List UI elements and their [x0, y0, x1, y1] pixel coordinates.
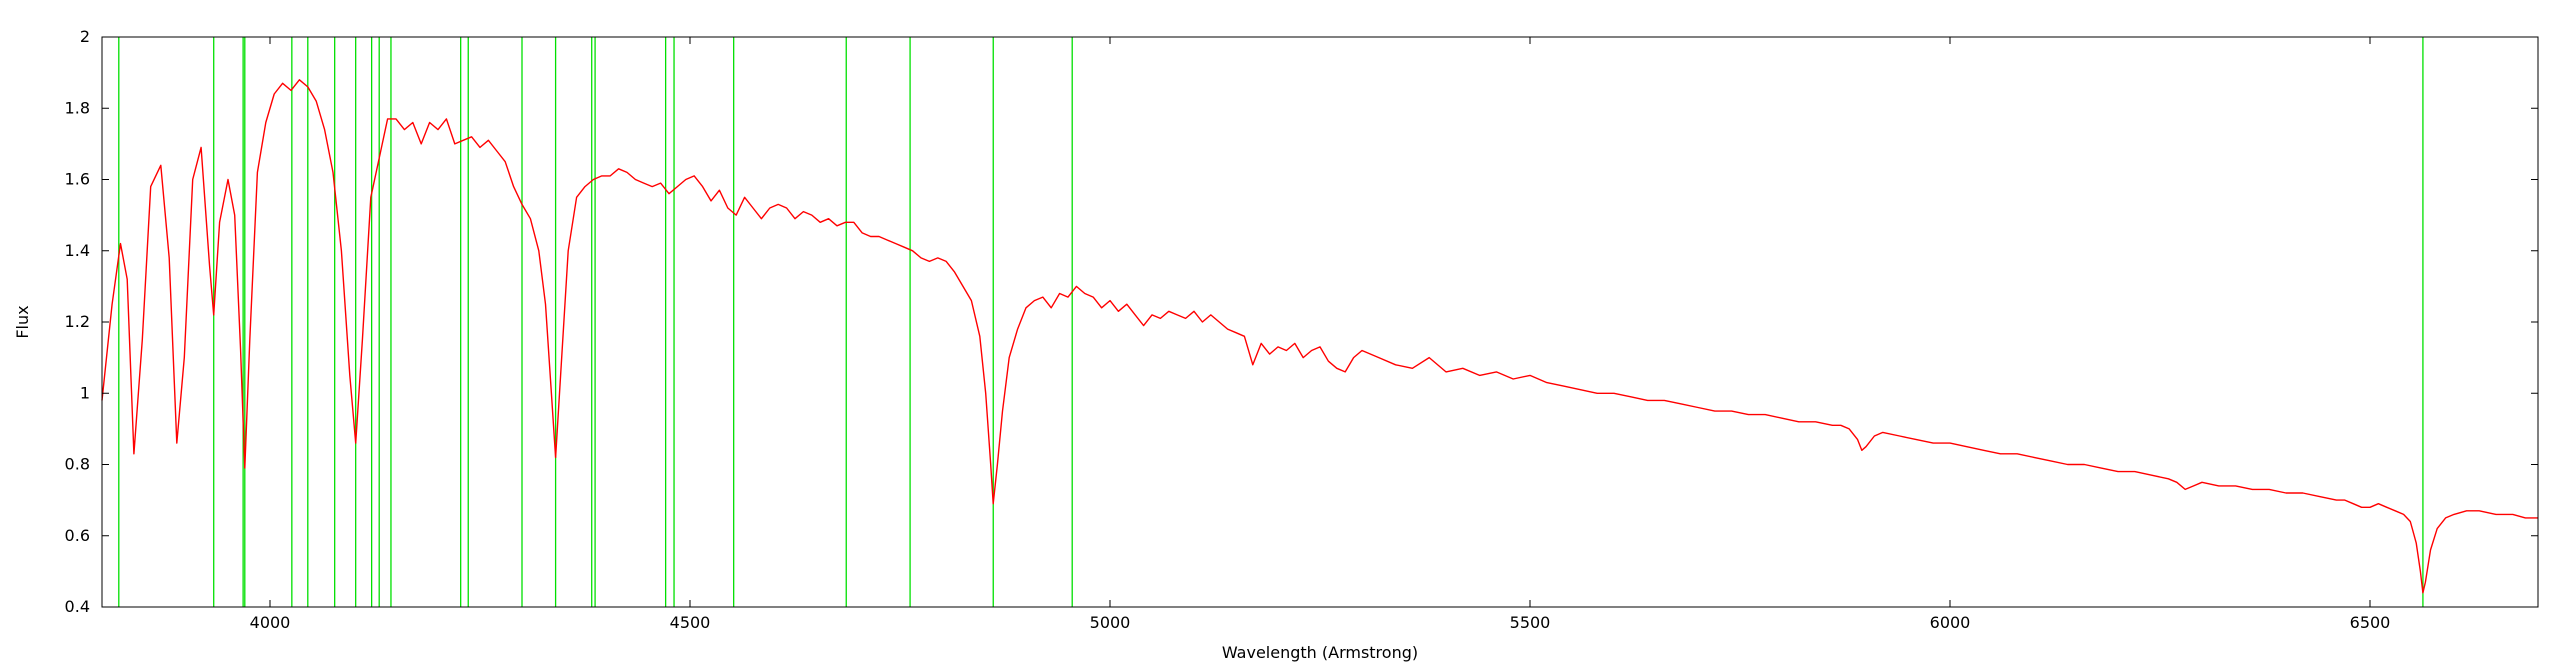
x-tick-label-0: 4000: [250, 613, 291, 632]
y-tick-label-7: 1.8: [65, 98, 90, 117]
x-tick-label-4: 6000: [1930, 613, 1971, 632]
x-axis-title: Wavelength (Armstrong): [1222, 643, 1418, 662]
series-layer: [101, 79, 2538, 594]
x-tick-label-1: 4500: [670, 613, 711, 632]
y-tick-label-3: 1: [80, 383, 90, 402]
y-axis-title: Flux: [13, 305, 32, 338]
series-line-0: [101, 79, 2538, 594]
y-tick-label-0: 0.4: [65, 597, 90, 616]
y-tick-label-5: 1.4: [65, 241, 90, 260]
axis-ticks: 4000 4500 5000 5500 6000 6500 0.4 0.6 0.8 1 1.2 1.4…: [65, 27, 2538, 632]
y-tick-label-2: 0.8: [65, 455, 90, 474]
y-tick-label-1: 0.6: [65, 526, 90, 545]
y-tick-label-4: 1.2: [65, 312, 90, 331]
x-tick-label-2: 5000: [1090, 613, 1131, 632]
y-tick-label-6: 1.6: [65, 170, 90, 189]
plot-frame: [101, 36, 2539, 608]
x-tick-label-3: 5500: [1510, 613, 1551, 632]
y-tick-label-8: 2: [80, 27, 90, 46]
spectral-lines: [118, 37, 2424, 607]
x-tick-label-5: 6500: [2350, 613, 2391, 632]
